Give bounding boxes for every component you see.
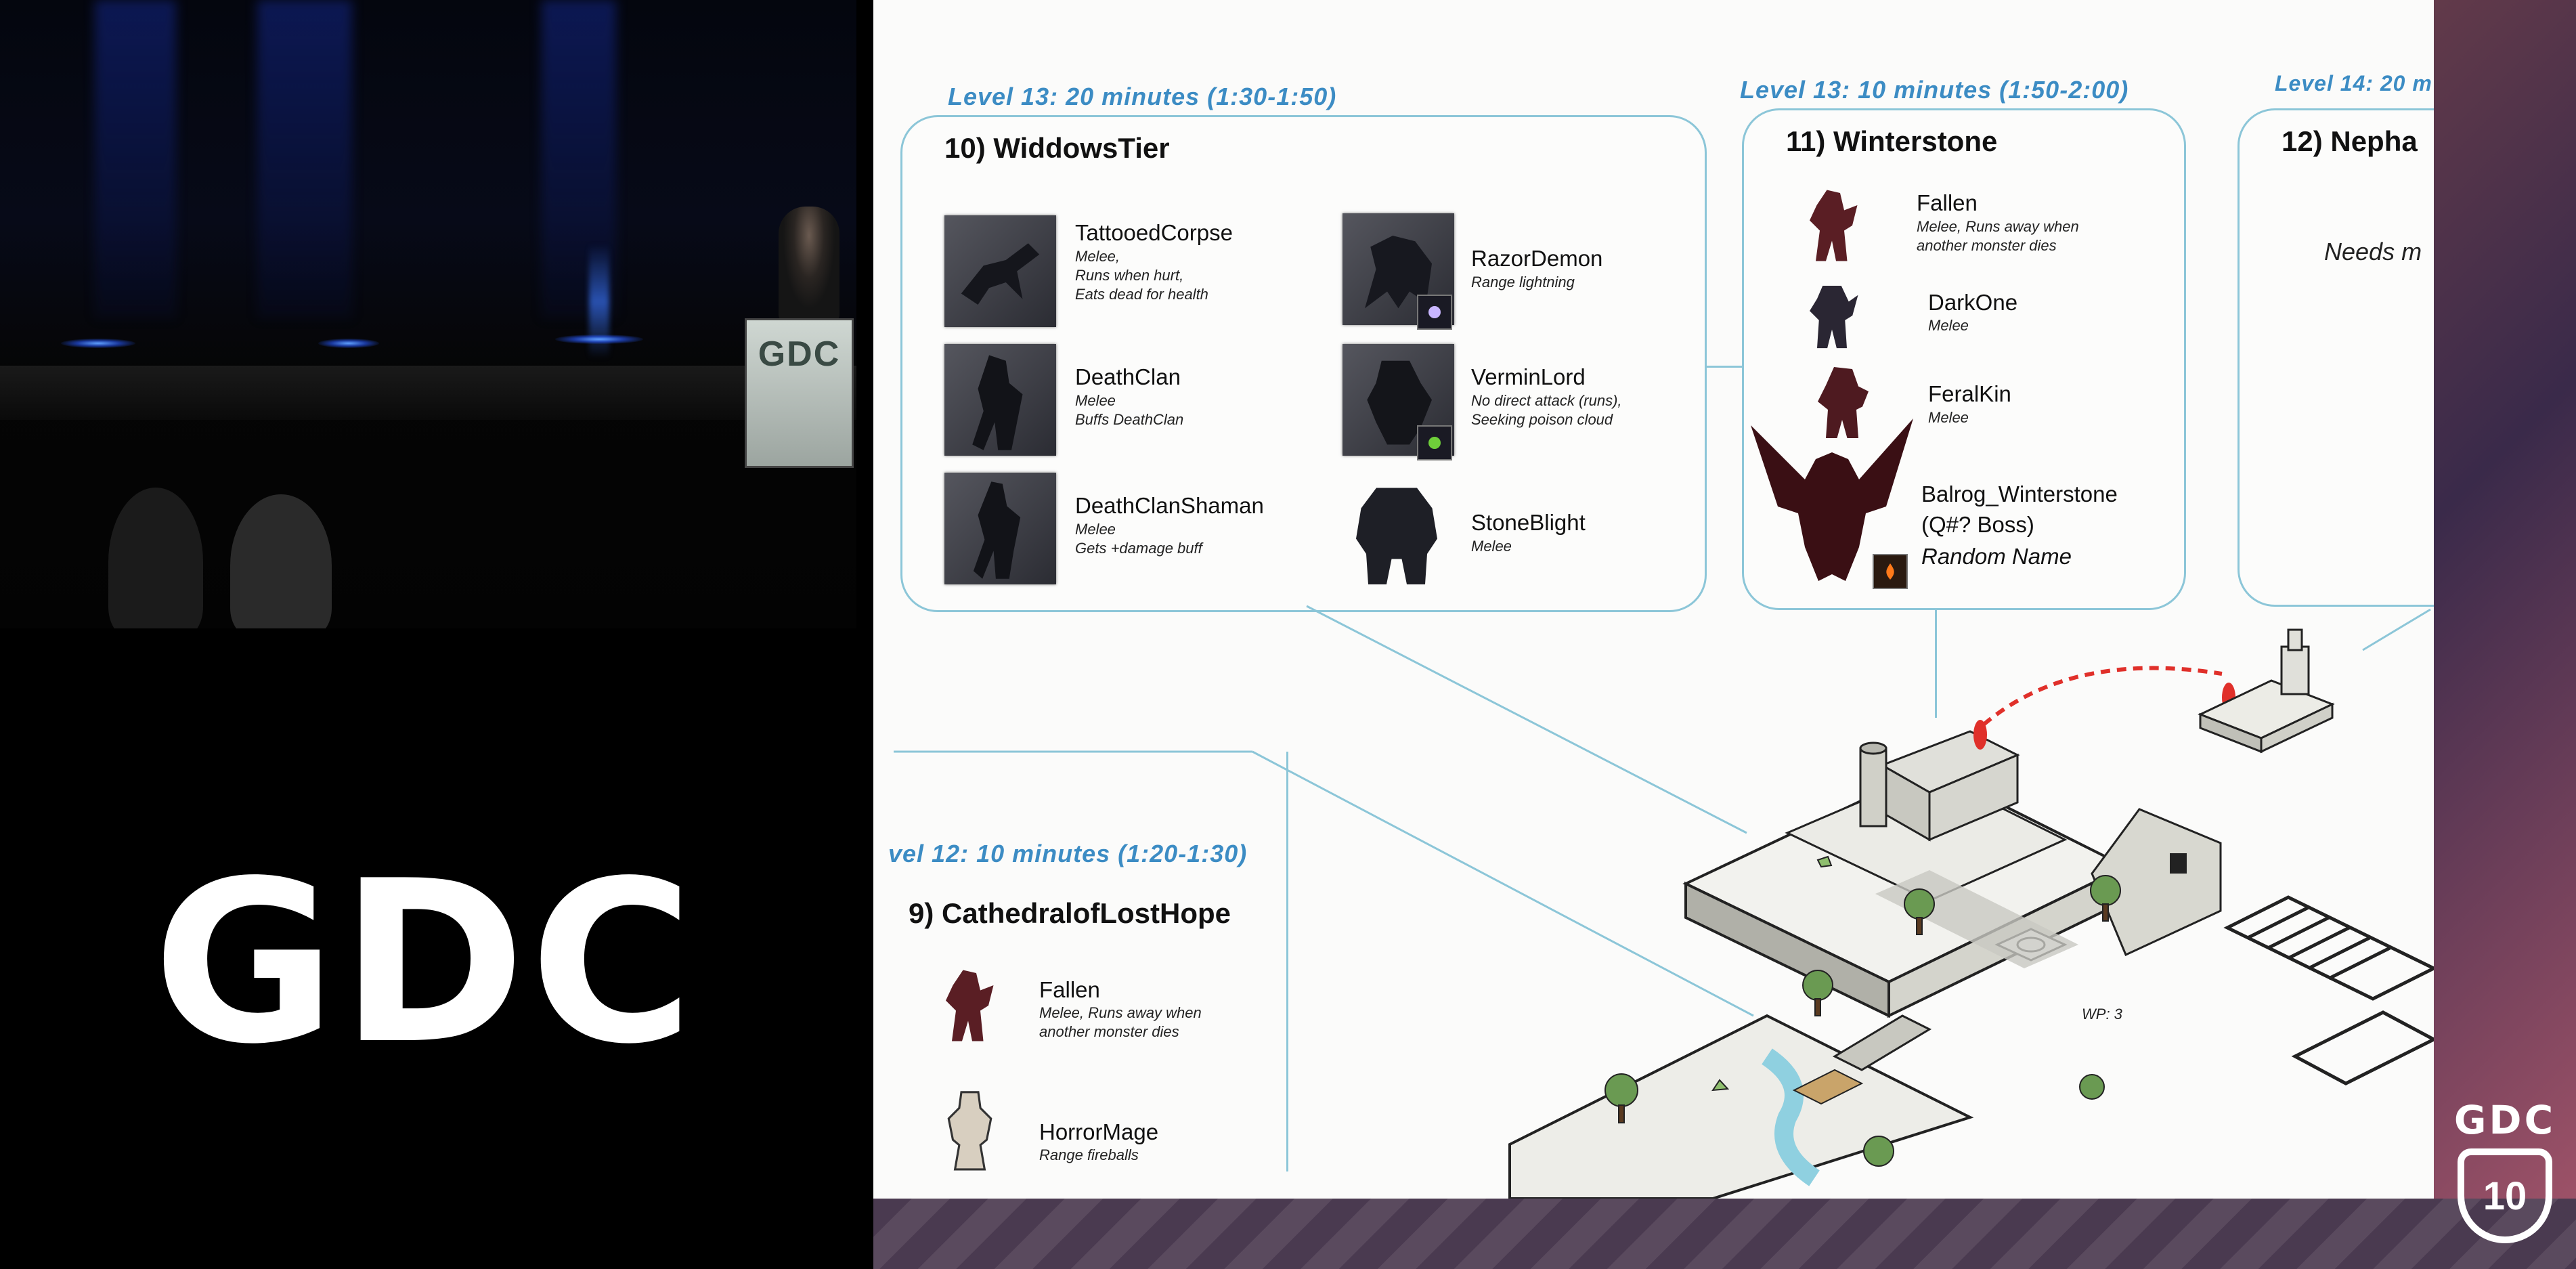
level-map xyxy=(894,605,2434,1199)
monster-desc: Melee xyxy=(1471,538,1512,555)
fallen-sprite xyxy=(1802,185,1862,266)
monster-name: Fallen xyxy=(1039,977,1100,1002)
level-label: vel 12: 10 minutes (1:20-1:30) xyxy=(888,840,1248,867)
speaker xyxy=(779,207,839,322)
fallen-sprite xyxy=(938,962,999,1050)
monster-desc: Eats dead for health xyxy=(1075,286,1208,303)
connector-line xyxy=(1286,752,1288,1171)
slide: Level 13: 20 minutes (1:30-1:50) Level 1… xyxy=(873,0,2434,1199)
panel-title: 10) WiddowsTier xyxy=(944,132,1170,164)
monster-name: Balrog_Winterstone xyxy=(1921,481,2118,507)
monster-desc: Melee, xyxy=(1075,248,1120,265)
gdc10-badge: GDC 10 xyxy=(2441,1097,2569,1260)
deathclan-portrait xyxy=(944,344,1056,456)
stage-light xyxy=(555,335,643,344)
monster-desc: No direct attack (runs), xyxy=(1471,392,1622,409)
monster-desc: Seeking poison cloud xyxy=(1471,411,1613,428)
panel-title: 12) Nepha xyxy=(2282,125,2418,157)
gdc-logo-panel: GDC xyxy=(19,657,831,1269)
monster-name: Fallen xyxy=(1917,190,1978,215)
deathclanshaman-portrait xyxy=(944,473,1056,584)
slide-backdrop-bottom xyxy=(873,1199,2576,1269)
horrormage-sprite xyxy=(938,1087,1002,1171)
curtain-light xyxy=(257,0,352,318)
nephalem-panel: 12) Nepha Needs m xyxy=(2237,108,2434,607)
tattooedcorpse-portrait xyxy=(944,215,1056,327)
feralkin-sprite xyxy=(1808,361,1876,442)
level-label: Level 13: 10 minutes (1:50-2:00) xyxy=(1740,76,2129,104)
panel-title: 11) Winterstone xyxy=(1786,125,1998,157)
monster-desc: (Q#? Boss) xyxy=(1921,512,2034,537)
monster-name: DarkOne xyxy=(1928,290,2018,315)
monster-desc: Melee xyxy=(1075,392,1116,409)
monster-desc: Runs when hurt, xyxy=(1075,267,1184,284)
widdowstier-panel: 10) WiddowsTier TattooedCorpse Melee, Ru… xyxy=(900,115,1707,612)
connector-line xyxy=(1935,603,1937,718)
monster-desc: Buffs DeathClan xyxy=(1075,411,1184,428)
monster-name: FeralKin xyxy=(1928,381,2011,406)
lightning-icon xyxy=(1417,295,1452,330)
podium-logo: GDC xyxy=(758,335,841,374)
podium: GDC xyxy=(745,318,854,468)
audience-member xyxy=(108,488,203,628)
monster-desc: Melee, Runs away when xyxy=(1917,218,2079,235)
monster-desc: Melee xyxy=(1928,317,1969,334)
gdc-logo: GDC xyxy=(152,833,698,1093)
winterstone-panel: 11) Winterstone Fallen Melee, Runs away … xyxy=(1742,108,2186,610)
darkone-sprite xyxy=(1802,278,1862,353)
stage-light xyxy=(318,339,379,348)
monster-desc: Gets +damage buff xyxy=(1075,540,1202,557)
monster-name: TattooedCorpse xyxy=(1075,220,1233,245)
monster-desc: Melee xyxy=(1075,521,1116,538)
curtain-light xyxy=(95,0,176,318)
level-label: Level 14: 20 m xyxy=(2275,71,2432,95)
gdc10-shield: 10 xyxy=(2458,1148,2552,1243)
panel-title: 9) CathedralofLostHope xyxy=(909,897,1231,929)
gdc10-number: 10 xyxy=(2483,1174,2527,1218)
level-label: Level 13: 20 minutes (1:30-1:50) xyxy=(948,83,1337,110)
monster-desc: Range fireballs xyxy=(1039,1146,1139,1163)
monster-desc: Melee, Runs away when xyxy=(1039,1004,1202,1021)
panel-note: Needs m xyxy=(2324,238,2422,265)
monster-name: StoneBlight xyxy=(1471,510,1586,535)
stoneblight-sprite xyxy=(1346,476,1447,591)
gdc10-word: GDC xyxy=(2453,1097,2556,1143)
monster-name: DeathClan xyxy=(1075,364,1181,389)
monster-desc: Range lightning xyxy=(1471,274,1575,291)
audience-member xyxy=(230,494,332,628)
monster-name: VerminLord xyxy=(1471,364,1586,389)
monster-desc: Random Name xyxy=(1921,544,2072,569)
poison-cloud-icon xyxy=(1417,425,1452,460)
stage-light xyxy=(61,339,135,348)
balrog-sprite xyxy=(1751,395,1913,591)
waypoint-label: WP: 3 xyxy=(2082,1006,2122,1023)
monster-name: DeathClanShaman xyxy=(1075,493,1264,518)
monster-desc: another monster dies xyxy=(1039,1023,1179,1040)
fire-icon xyxy=(1873,554,1908,589)
monster-desc: Melee xyxy=(1928,409,1969,426)
connector-line xyxy=(1699,366,1747,368)
stage-camera-feed: GDC xyxy=(0,0,856,628)
razordemon-portrait xyxy=(1342,213,1454,325)
monster-name: HorrorMage xyxy=(1039,1119,1159,1144)
monster-name: RazorDemon xyxy=(1471,246,1603,271)
monster-desc: another monster dies xyxy=(1917,237,2057,254)
stage-floor xyxy=(0,366,856,420)
